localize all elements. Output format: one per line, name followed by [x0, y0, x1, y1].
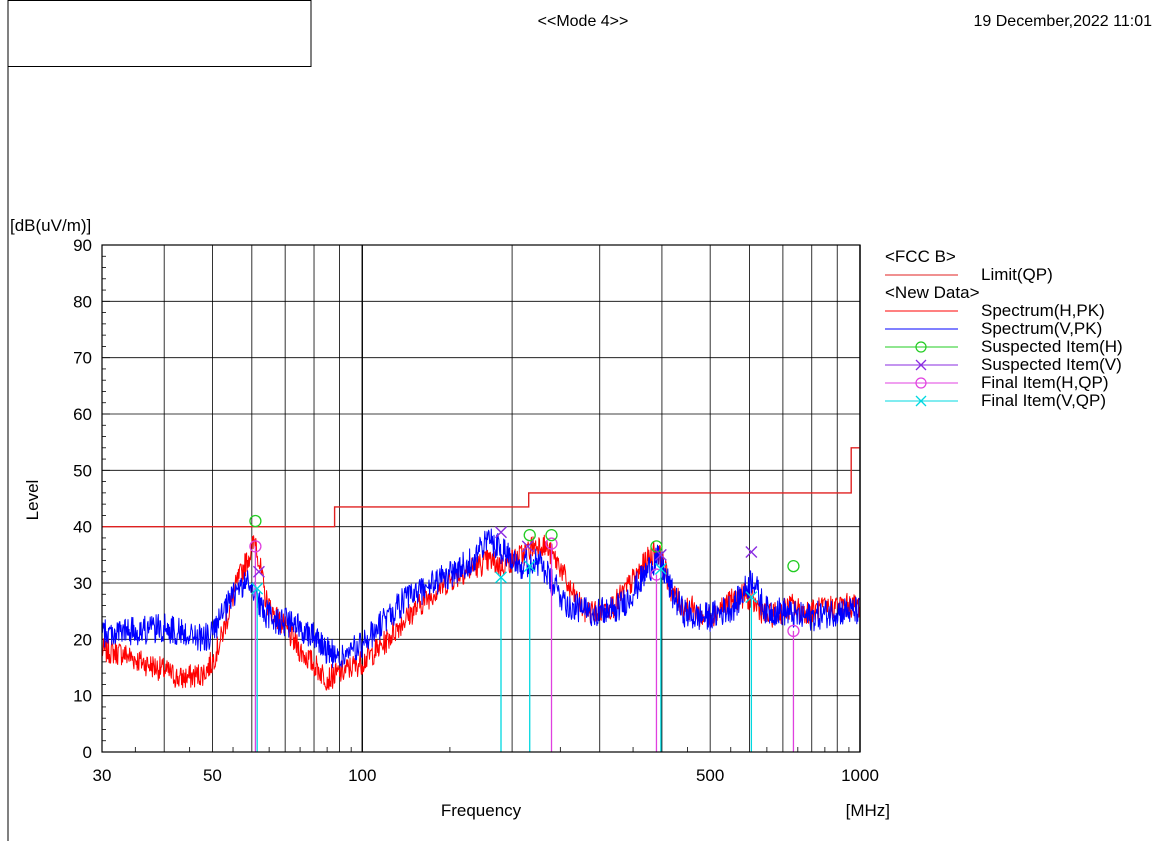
y-tick-label: 40: [73, 518, 92, 537]
final-item-v-marker: [495, 571, 508, 584]
x-tick-label: 1000: [841, 766, 879, 785]
legend-group-title: <FCC B>: [885, 247, 956, 266]
final-item-v-marker: [523, 560, 536, 573]
mode-label: <<Mode 4>>: [538, 13, 629, 30]
legend-x-marker: [915, 395, 927, 407]
legend-item-label: Final Item(H,QP): [981, 373, 1109, 392]
suspected-item-v-marker: [745, 546, 758, 559]
suspected-item-h-marker: [249, 514, 262, 528]
suspected-item-v-marker: [252, 565, 265, 578]
y-tick-label: 60: [73, 405, 92, 424]
suspected-item-h-marker: [545, 528, 558, 542]
y-tick-label: 70: [73, 349, 92, 368]
legend-item-label: Suspected Item(H): [981, 337, 1123, 356]
spectrum-v-trace: [101, 528, 861, 669]
suspected-item-v-marker: [654, 548, 667, 561]
plot-border: [101, 244, 861, 753]
final-item-v-marker: [654, 562, 667, 575]
title-box: [7, 0, 312, 67]
final-item-h-marker: [787, 624, 800, 638]
final-item-h-marker: [650, 568, 663, 581]
x-tick-label: 30: [93, 766, 112, 785]
legend: <FCC B> Limit(QP)<New Data>Spectrum(H,PK)…: [885, 247, 1123, 410]
y-tick-label: 30: [73, 574, 92, 593]
suspected-item-h-marker: [787, 559, 800, 573]
tick-labels: 0 10 20 30 40 50 60 70 80 90 30 50 100 500 1000: [73, 236, 879, 785]
legend-x-marker: [915, 359, 927, 371]
y-tick-label: 80: [73, 292, 92, 311]
x-axis-label: Frequency: [441, 801, 522, 820]
grid: [101, 244, 861, 753]
legend-group-title: <New Data>: [885, 283, 980, 302]
y-tick-label: 0: [83, 743, 92, 762]
legend-item-label: Spectrum(H,PK): [981, 301, 1105, 320]
date-time: 19 December,2022 11:01: [974, 13, 1153, 30]
x-tick-label: 500: [696, 766, 724, 785]
suspected-item-h-marker: [650, 540, 663, 553]
final-item-h-marker: [545, 537, 558, 550]
legend-item-label: Limit(QP): [981, 265, 1053, 284]
suspected-item-v-marker: [495, 526, 508, 539]
legend-item-label: Suspected Item(V): [981, 355, 1122, 374]
legend-item-label: Spectrum(V,PK): [981, 319, 1102, 338]
legend-item-label: Final Item(V,QP): [981, 391, 1106, 410]
final-item-v-marker: [251, 582, 264, 595]
limit-line: [102, 447, 860, 528]
x-tick-label: 100: [348, 766, 376, 785]
y-unit-label: [dB(uV/m)]: [10, 216, 91, 235]
suspected-item-v-marker: [521, 540, 534, 553]
limit-qp-line: [102, 447, 860, 528]
y-tick-label: 10: [73, 687, 92, 706]
y-tick-label: 50: [73, 461, 92, 480]
legend-circle-marker: [915, 377, 927, 389]
x-tick-label: 50: [203, 766, 222, 785]
x-unit-label: [MHz]: [846, 801, 890, 820]
spectrum-h-trace: [101, 534, 861, 691]
final-item-v-marker: [745, 591, 758, 604]
legend-circle-marker: [915, 341, 927, 353]
y-tick-label: 20: [73, 630, 92, 649]
suspected-item-h-marker: [523, 528, 536, 542]
final-item-h-marker: [249, 540, 262, 553]
spectrum-series: [101, 528, 861, 691]
y-tick-label: 90: [73, 236, 92, 255]
item-markers: [249, 514, 800, 752]
y-axis-label: Level: [23, 480, 42, 521]
